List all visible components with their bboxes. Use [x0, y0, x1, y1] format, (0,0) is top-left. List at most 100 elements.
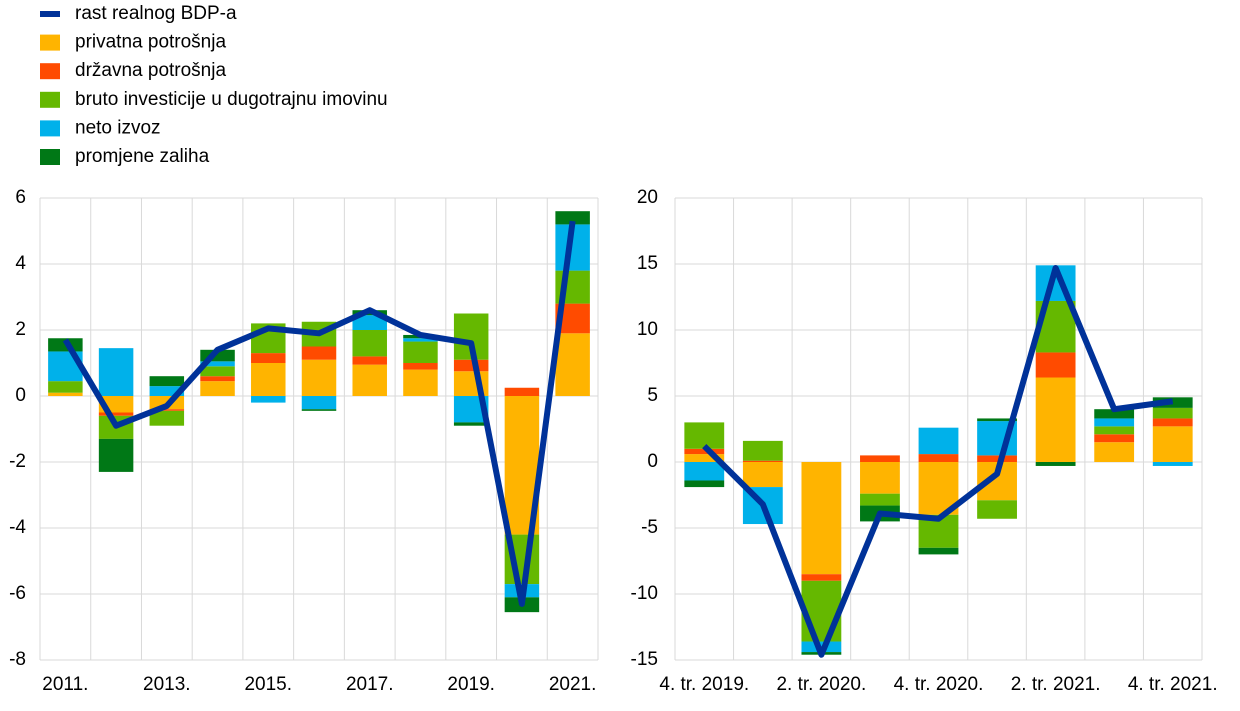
y-tick-label: -15	[631, 649, 658, 670]
bar-segment	[918, 427, 959, 455]
bar-segment	[403, 338, 438, 342]
legend-label: državna potrošnja	[75, 60, 226, 81]
bar-segment	[301, 346, 337, 360]
legend-label: rast realnog BDP-a	[75, 3, 237, 24]
bar-segment	[801, 574, 842, 581]
bar-segment	[1094, 409, 1135, 419]
bar-segment	[48, 392, 83, 396]
bar-segment	[149, 409, 185, 411]
bar-segment	[1152, 418, 1193, 427]
bar-segment	[1035, 352, 1076, 378]
bar-segment	[1152, 407, 1193, 419]
bar-segment	[860, 462, 900, 494]
bar-segment	[684, 462, 725, 481]
bar-segment	[200, 366, 235, 377]
y-tick-label: 6	[15, 187, 26, 208]
y-tick-label: -6	[9, 583, 26, 604]
bar-segment	[504, 387, 540, 396]
x-tick-label: 2019.	[447, 674, 495, 695]
bar-segment	[98, 412, 134, 416]
bar-segment	[301, 409, 337, 411]
bar-segment	[403, 369, 438, 396]
y-tick-label: 4	[15, 253, 26, 274]
bar-segment	[742, 460, 783, 462]
x-tick-label: 4. tr. 2020.	[894, 674, 984, 695]
bar-segment	[352, 356, 387, 365]
bar-segment	[453, 422, 489, 426]
bar-segment	[200, 349, 235, 362]
bar-segment	[918, 454, 959, 462]
x-tick-label: 2021.	[549, 674, 597, 695]
bar-segment	[301, 396, 337, 410]
bar-segment	[1094, 426, 1135, 435]
bar-segment	[352, 315, 387, 330]
y-tick-label: 2	[15, 319, 26, 340]
bar-segment	[251, 353, 286, 363]
bar-segment	[149, 386, 185, 396]
bar-segment	[918, 547, 959, 555]
x-tick-label: 4. tr. 2021.	[1128, 674, 1218, 695]
bar-segment	[251, 363, 286, 396]
bar-segment	[684, 422, 725, 449]
y-tick-label: -10	[631, 583, 658, 604]
bar-segment	[977, 500, 1017, 519]
x-tick-label: 4. tr. 2019.	[659, 674, 749, 695]
bar-segment	[352, 364, 387, 396]
x-tick-label: 2017.	[346, 674, 394, 695]
bar-segment	[860, 493, 900, 506]
bar-segment	[251, 396, 286, 403]
legend-swatch	[40, 149, 60, 165]
x-tick-label: 2015.	[244, 674, 292, 695]
y-tick-label: -4	[9, 517, 26, 538]
bar-segment	[200, 376, 235, 382]
bar-segment	[684, 480, 725, 488]
bar-segment	[149, 376, 185, 387]
y-tick-label: 15	[637, 253, 658, 274]
y-tick-label: 0	[15, 385, 26, 406]
bar-segment	[1094, 418, 1135, 427]
bar-segment	[1152, 462, 1193, 466]
legend-label: privatna potrošnja	[75, 32, 226, 53]
bar-segment	[403, 363, 438, 370]
y-tick-label: 5	[647, 385, 658, 406]
bar-segment	[98, 438, 134, 472]
y-tick-label: -2	[9, 451, 26, 472]
bar-segment	[48, 381, 83, 393]
bar-segment	[453, 359, 489, 372]
bar-segment	[860, 455, 900, 462]
bar-segment	[555, 211, 590, 225]
bar-segment	[1035, 462, 1076, 466]
bar-segment	[352, 330, 387, 357]
bar-segment	[977, 418, 1017, 422]
legend-swatch	[40, 91, 60, 108]
bar-segment	[1094, 442, 1135, 462]
bar-segment	[801, 462, 842, 575]
bar-segment	[200, 361, 235, 367]
legend-swatch	[40, 63, 60, 80]
line	[702, 264, 1174, 658]
bar-segment	[149, 410, 185, 426]
legend-swatch	[40, 34, 60, 51]
line	[62, 220, 576, 607]
bar-segment	[1035, 377, 1076, 462]
bar-segment	[301, 359, 337, 396]
legend-label: bruto investicije u dugotrajnu imovinu	[75, 89, 388, 110]
legend-swatch	[40, 120, 60, 137]
legend-label: promjene zaliha	[75, 146, 210, 167]
x-tick-label: 2013.	[143, 674, 191, 695]
legend-label: neto izvoz	[75, 117, 161, 138]
y-tick-label: 20	[637, 187, 658, 208]
y-tick-label: 10	[637, 319, 658, 340]
bar-segment	[977, 455, 1017, 462]
y-tick-label: -5	[641, 517, 658, 538]
bar-segment	[98, 348, 134, 396]
bar-segment	[684, 454, 725, 462]
bar-segment	[555, 333, 590, 396]
bar-segment	[684, 448, 725, 455]
bar-segment	[801, 580, 842, 642]
bar-segment	[403, 341, 438, 363]
bar-segment	[742, 440, 783, 461]
x-tick-label: 2. tr. 2021.	[1011, 674, 1101, 695]
bar-segment	[742, 462, 783, 488]
